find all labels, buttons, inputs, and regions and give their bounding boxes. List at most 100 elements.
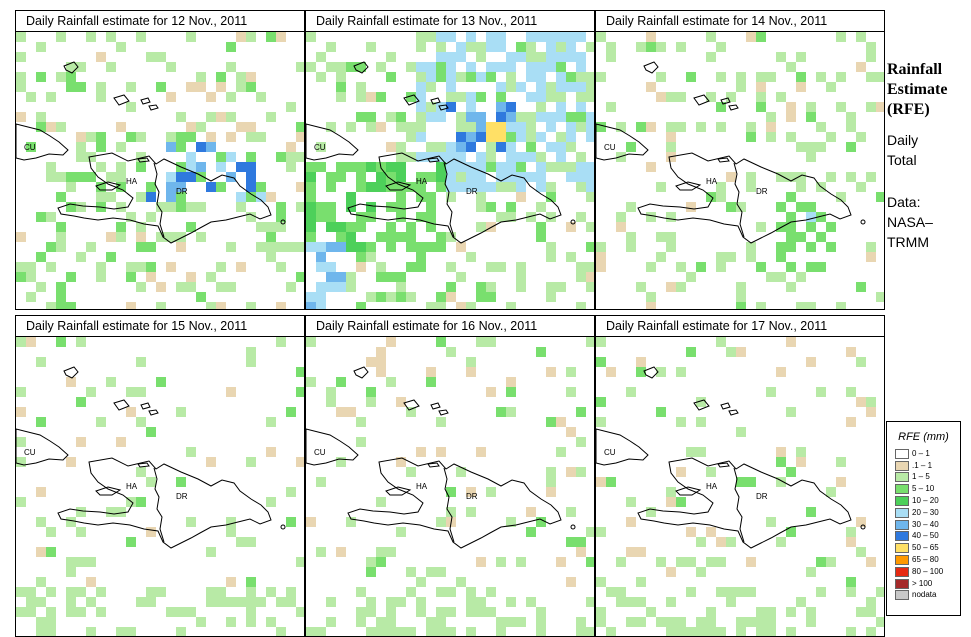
small-island bbox=[570, 219, 576, 225]
coastline-cuba bbox=[16, 428, 69, 466]
data-source: Data: NASA– TRMM bbox=[887, 192, 971, 252]
rainfall-cell bbox=[806, 152, 816, 162]
rainfall-cell bbox=[426, 72, 436, 82]
rainfall-cell bbox=[376, 182, 386, 192]
rainfall-cell bbox=[236, 162, 246, 172]
rainfall-cell bbox=[136, 387, 146, 397]
rainfall-cell bbox=[466, 122, 476, 132]
rainfall-cell bbox=[446, 507, 456, 517]
rainfall-cell bbox=[116, 437, 126, 447]
legend-label: 40 – 50 bbox=[912, 531, 939, 541]
rainfall-cell bbox=[266, 417, 276, 427]
rainfall-cell bbox=[106, 507, 116, 517]
rainfall-cell bbox=[576, 537, 586, 547]
rainfall-cell bbox=[16, 272, 26, 282]
coastline-gonave bbox=[95, 181, 122, 191]
rainfall-cell bbox=[466, 607, 476, 617]
rainfall-cell bbox=[56, 282, 66, 292]
coastline-gonave bbox=[675, 486, 702, 496]
rainfall-cell bbox=[246, 212, 256, 222]
rainfall-cell bbox=[286, 517, 296, 527]
rainfall-cell bbox=[186, 202, 196, 212]
rainfall-cell bbox=[336, 242, 346, 252]
legend-item: .1 – 1 bbox=[887, 460, 960, 472]
country-label-dominican-republic: DR bbox=[176, 492, 188, 501]
rainfall-cell bbox=[206, 182, 216, 192]
rainfall-cell bbox=[36, 112, 46, 122]
rainfall-cell bbox=[786, 407, 796, 417]
rainfall-cell bbox=[426, 82, 436, 92]
rainfall-cell bbox=[586, 262, 594, 272]
rainfall-cell bbox=[766, 617, 776, 627]
rainfall-cell bbox=[16, 82, 26, 92]
rainfall-cell bbox=[346, 517, 356, 527]
rainfall-cell bbox=[786, 222, 796, 232]
rainfall-cell bbox=[346, 122, 356, 132]
rainfall-cell bbox=[146, 272, 156, 282]
rainfall-cell bbox=[786, 102, 796, 112]
rainfall-cell bbox=[66, 377, 76, 387]
rainfall-cell bbox=[216, 282, 226, 292]
coastline-cuba bbox=[16, 123, 69, 161]
rainfall-cell bbox=[196, 142, 206, 152]
legend-item: 0 – 1 bbox=[887, 448, 960, 460]
rainfall-cell bbox=[666, 122, 676, 132]
rainfall-cell bbox=[296, 202, 304, 212]
rainfall-cell bbox=[386, 547, 396, 557]
rainfall-cell bbox=[96, 272, 106, 282]
rainfall-cell bbox=[186, 152, 196, 162]
rainfall-cell bbox=[776, 457, 786, 467]
rainfall-cell bbox=[686, 202, 696, 212]
country-label-dominican-republic: DR bbox=[756, 187, 768, 196]
rainfall-cell bbox=[656, 182, 666, 192]
rainfall-cell bbox=[596, 397, 606, 407]
rainfall-cell bbox=[596, 477, 606, 487]
rainfall-cell bbox=[506, 377, 516, 387]
rainfall-cell bbox=[526, 142, 536, 152]
rainfall-cell bbox=[806, 617, 816, 627]
rainfall-cell bbox=[616, 212, 626, 222]
rainfall-cell bbox=[56, 72, 66, 82]
rainfall-cell bbox=[776, 202, 786, 212]
rainfall-cell bbox=[256, 597, 266, 607]
rainfall-cell bbox=[356, 587, 366, 597]
rainfall-cell bbox=[286, 102, 296, 112]
rainfall-cell bbox=[486, 262, 496, 272]
rainfall-cell bbox=[86, 597, 96, 607]
rainfall-cell bbox=[516, 82, 526, 92]
rainfall-cell bbox=[416, 607, 426, 617]
rainfall-cell bbox=[606, 587, 616, 597]
rainfall-cell bbox=[96, 587, 106, 597]
rainfall-cell bbox=[166, 232, 176, 242]
rainfall-cell bbox=[636, 367, 646, 377]
rainfall-cell bbox=[86, 242, 96, 252]
rainfall-cell bbox=[846, 347, 856, 357]
rainfall-cell bbox=[86, 387, 96, 397]
coastline-isla1 bbox=[63, 61, 79, 74]
rainfall-cell bbox=[416, 82, 426, 92]
rainfall-cell bbox=[116, 182, 126, 192]
rainfall-cell bbox=[326, 182, 336, 192]
rainfall-cell bbox=[476, 132, 486, 142]
rainfall-cell bbox=[456, 52, 466, 62]
rainfall-cell bbox=[376, 272, 386, 282]
rainfall-cell bbox=[476, 72, 486, 82]
rainfall-cell bbox=[76, 607, 86, 617]
rainfall-cell bbox=[776, 537, 786, 547]
rainfall-cell bbox=[466, 367, 476, 377]
rainfall-cell bbox=[586, 222, 594, 232]
rainfall-cell bbox=[766, 272, 776, 282]
legend-swatch bbox=[895, 566, 909, 577]
rainfall-cell bbox=[336, 162, 346, 172]
rainfall-cell bbox=[546, 417, 556, 427]
rainfall-cell bbox=[16, 337, 26, 347]
rainfall-cell bbox=[366, 242, 376, 252]
rainfall-cell bbox=[376, 357, 386, 367]
rainfall-cell bbox=[436, 172, 446, 182]
rainfall-cell bbox=[176, 182, 186, 192]
rainfall-cell bbox=[416, 242, 426, 252]
rainfall-cell bbox=[146, 427, 156, 437]
rainfall-cell bbox=[206, 597, 216, 607]
rainfall-cell bbox=[456, 272, 466, 282]
rainfall-cell bbox=[386, 377, 396, 387]
